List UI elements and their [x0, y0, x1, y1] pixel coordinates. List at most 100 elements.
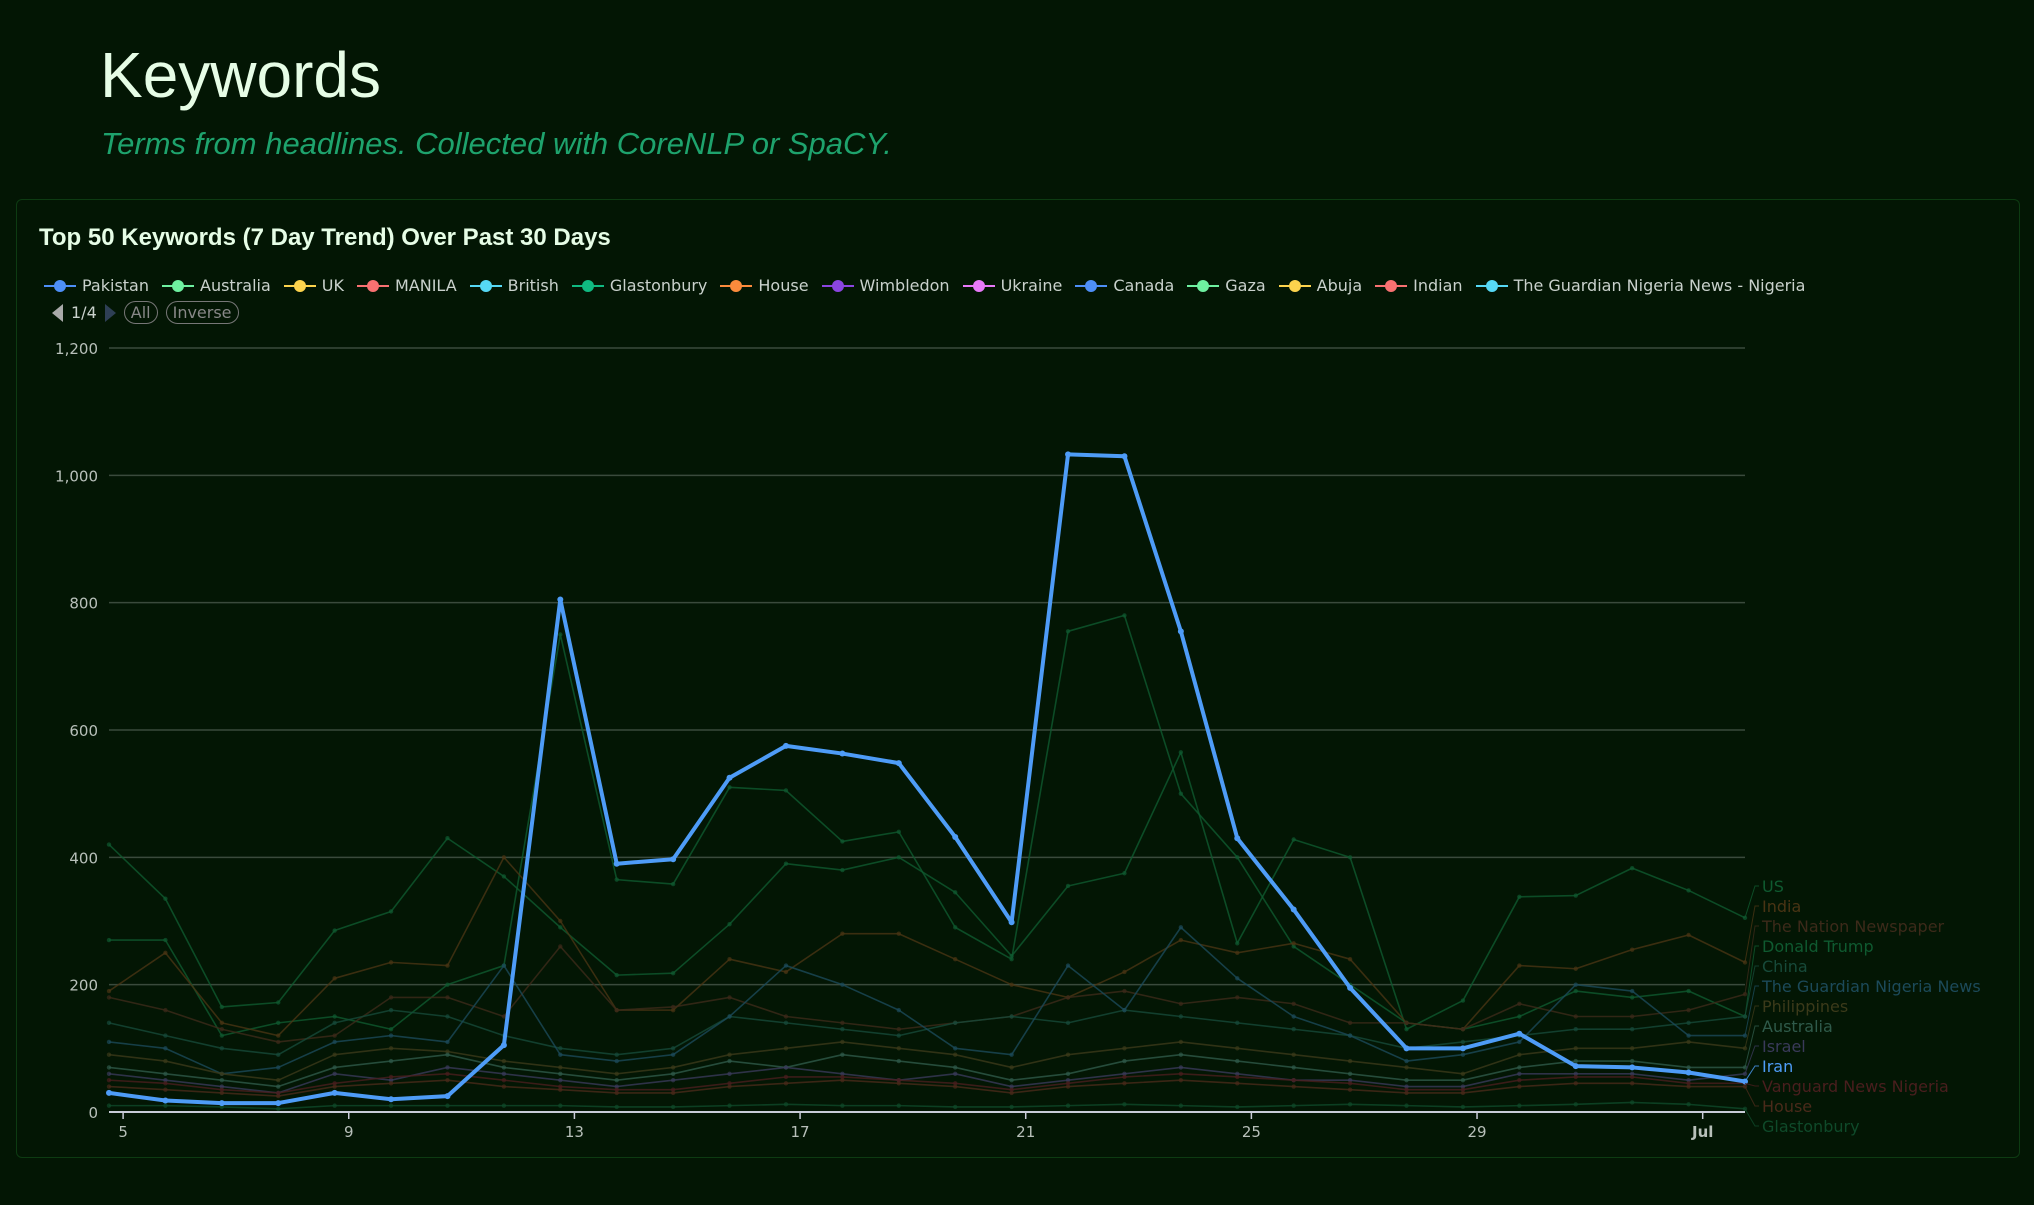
data-point: [783, 1046, 789, 1051]
legend-label: Ukraine: [1000, 276, 1063, 295]
legend-select-all-button[interactable]: All: [123, 301, 158, 324]
legend-item[interactable]: Gaza: [1187, 276, 1266, 295]
legend-label: Pakistan: [82, 276, 149, 295]
data-point: [896, 1027, 901, 1032]
legend-marker-icon: [1187, 279, 1220, 292]
data-point: [1122, 871, 1127, 876]
y-tick-label: 1,200: [55, 340, 98, 358]
data-point: [614, 1087, 619, 1092]
label-leader-line: [1744, 885, 1759, 918]
data-point: [1235, 950, 1240, 956]
data-point: [1009, 1065, 1014, 1070]
data-point: [783, 1081, 789, 1086]
data-point: [1122, 1081, 1127, 1086]
data-point: [1178, 1065, 1184, 1070]
data-point: [276, 1084, 281, 1089]
legend-label: Canada: [1113, 276, 1175, 295]
data-point: [219, 1087, 225, 1092]
legend-item[interactable]: Wimbledon: [821, 276, 950, 295]
data-point: [558, 1103, 563, 1108]
legend-item[interactable]: MANILA: [356, 276, 457, 295]
legend-prev-page-icon[interactable]: [52, 303, 63, 322]
data-point: [501, 1084, 507, 1089]
label-leader-line: [1744, 1045, 1759, 1074]
data-point: [1065, 1077, 1071, 1083]
data-point: [896, 1033, 901, 1038]
legend-label: UK: [321, 276, 344, 295]
data-point: [1686, 1039, 1691, 1045]
data-point: [783, 1014, 789, 1019]
data-point: [218, 1100, 225, 1107]
legend-marker-icon: [1475, 279, 1508, 292]
legend-marker-icon: [283, 279, 316, 292]
data-point: [614, 1084, 619, 1089]
data-point: [613, 860, 620, 867]
data-point: [670, 1004, 676, 1010]
data-point: [727, 1071, 732, 1077]
data-point: [1009, 1077, 1014, 1083]
data-point: [1686, 1065, 1691, 1070]
series-line-the-nation-newspaper: [108, 945, 1746, 1043]
data-point: [1460, 1077, 1466, 1083]
data-point: [1347, 1087, 1353, 1092]
data-point: [1404, 1020, 1409, 1026]
data-point: [1629, 995, 1635, 1000]
series-end-label: Donald Trump: [1762, 937, 1874, 956]
data-point: [388, 1033, 394, 1038]
data-point: [614, 972, 619, 978]
data-point: [614, 1007, 619, 1013]
data-point: [1573, 1102, 1578, 1107]
data-point: [558, 918, 563, 924]
data-point: [1347, 1071, 1353, 1077]
data-point: [1686, 1102, 1691, 1107]
data-point: [1235, 1074, 1240, 1080]
data-point: [331, 1089, 338, 1096]
data-point: [1517, 1065, 1522, 1070]
data-point: [1686, 1081, 1691, 1086]
data-point: [445, 1071, 450, 1077]
data-point: [445, 836, 450, 841]
data-point: [1234, 835, 1241, 842]
data-point: [106, 1065, 112, 1070]
legend-item[interactable]: Indian: [1375, 276, 1463, 295]
data-point: [783, 969, 789, 975]
data-point: [783, 1065, 789, 1070]
legend-item[interactable]: Canada: [1075, 276, 1174, 295]
data-point: [896, 855, 901, 860]
data-point: [1178, 1052, 1184, 1057]
legend-inverse-button[interactable]: Inverse: [165, 301, 239, 324]
series-line-vanguard-news-nigeria: [108, 1073, 1745, 1094]
data-point: [1065, 1071, 1071, 1077]
series-line-the-guardian-nigeria-news: [108, 926, 1745, 1075]
legend-item[interactable]: UK: [283, 276, 344, 295]
series-end-label: Iran: [1762, 1057, 1793, 1076]
data-point: [106, 842, 112, 847]
legend-item[interactable]: The Guardian Nigeria News - Nigeria: [1475, 276, 1805, 295]
data-point: [1235, 1081, 1240, 1086]
data-point: [276, 1077, 281, 1083]
legend-item[interactable]: Australia: [162, 276, 271, 295]
data-point: [106, 1084, 112, 1089]
legend-item[interactable]: Ukraine: [962, 276, 1063, 295]
data-point: [219, 1020, 225, 1026]
legend-item[interactable]: Abuja: [1278, 276, 1362, 295]
series-line-us: [108, 751, 1746, 1031]
data-point: [670, 1052, 676, 1057]
data-point: [1235, 995, 1240, 1000]
data-point: [783, 1102, 789, 1107]
data-point: [163, 1046, 168, 1051]
legend-item[interactable]: House: [720, 276, 809, 295]
legend-marker-icon: [1375, 279, 1408, 292]
data-point: [388, 1046, 394, 1051]
data-point: [1122, 1074, 1127, 1080]
legend-item[interactable]: Pakistan: [44, 276, 149, 295]
data-point: [1629, 988, 1635, 994]
data-point: [1460, 1090, 1466, 1096]
legend-marker-icon: [571, 279, 604, 292]
data-point: [1629, 1046, 1635, 1051]
legend-next-page-icon[interactable]: [104, 303, 116, 322]
legend-item[interactable]: British: [469, 276, 559, 295]
data-point: [163, 1007, 168, 1013]
data-point: [558, 632, 563, 637]
legend-item[interactable]: Glastonbury: [571, 276, 707, 295]
